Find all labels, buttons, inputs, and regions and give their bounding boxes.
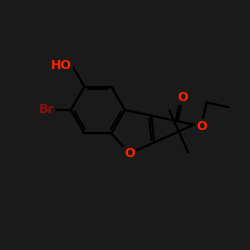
Text: O: O [196, 120, 207, 133]
Text: O: O [178, 91, 188, 104]
Text: O: O [124, 147, 135, 160]
Text: HO: HO [51, 59, 72, 72]
Text: Br: Br [39, 104, 54, 117]
